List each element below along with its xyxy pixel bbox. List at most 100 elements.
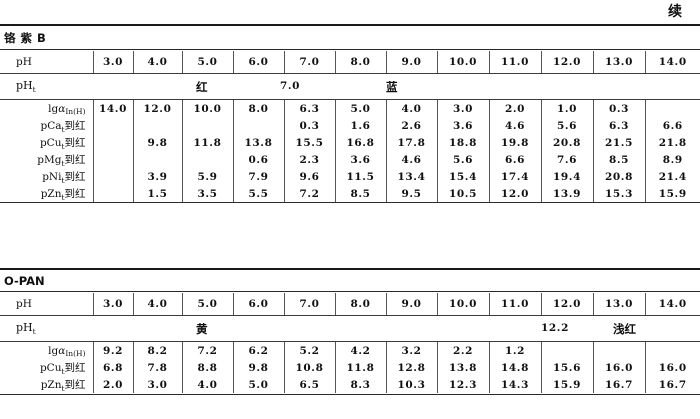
data-cell: 21.5 [592, 134, 645, 151]
table-row: pZnt到红 2.0 3.0 4.0 5.0 6.5 8.3 10.3 12.3… [0, 376, 700, 393]
data-cell [92, 151, 133, 168]
row-label-text: pNit到红 [42, 171, 86, 185]
data-cell [592, 342, 645, 359]
data-cell: 9.5 [385, 185, 437, 202]
row-label-text: pCat到红 [40, 120, 86, 134]
table-row: pCat到红 0.3 1.6 2.6 3.6 4.6 5.6 6.3 6.6 [0, 117, 700, 134]
ph-cell: 4.0 [132, 293, 182, 315]
data-table-chrome-violet-b: pH 3.0 4.0 5.0 6.0 7.0 8.0 9.0 10.0 11.0… [0, 51, 700, 73]
ph-row-label: pH [16, 56, 32, 68]
data-cell: 1.6 [334, 117, 386, 134]
pht-mark-color-low: 黄 [196, 322, 208, 336]
data-cell: 6.6 [644, 117, 700, 134]
data-cell: 17.8 [385, 134, 437, 151]
ph-cell: 7.0 [283, 51, 335, 73]
pht-mark-value: 12.2 [541, 322, 569, 334]
ph-cell: 9.0 [385, 51, 437, 73]
row-label-text: pZnt到红 [40, 379, 86, 393]
pht-row-label: pHt [16, 79, 43, 94]
data-cell: 6.8 [92, 359, 133, 376]
data-cell: 12.3 [436, 376, 489, 393]
ph-row-label: pH [16, 298, 32, 310]
data-cell: 8.9 [644, 151, 700, 168]
data-cell: 9.6 [283, 168, 335, 185]
data-cell: 6.5 [283, 376, 335, 393]
page-header: 续 [0, 0, 700, 26]
row-label-pmg: pMgt到红 [0, 151, 93, 168]
data-cell [132, 117, 182, 134]
pht-row-label: pHt [16, 321, 43, 336]
row-label-pcu: pCut到红 [0, 359, 93, 376]
data-cell: 14.0 [92, 100, 133, 117]
data-cell: 6.3 [283, 100, 335, 117]
data-cell: 15.6 [540, 359, 593, 376]
ph-header-row: pH 3.0 4.0 5.0 6.0 7.0 8.0 9.0 10.0 11.0… [0, 293, 700, 315]
data-cell: 9.8 [132, 134, 182, 151]
ph-cell: 9.0 [385, 293, 437, 315]
data-cell: 3.0 [132, 376, 182, 393]
data-cell: 10.3 [385, 376, 437, 393]
data-cell: 10.5 [436, 185, 489, 202]
data-cell: 10.8 [283, 359, 335, 376]
data-cell: 2.0 [92, 376, 133, 393]
data-cell: 15.5 [283, 134, 335, 151]
data-cell: 7.8 [132, 359, 182, 376]
data-cell: 15.3 [592, 185, 645, 202]
data-cell: 5.5 [232, 185, 284, 202]
data-cell: 4.0 [181, 376, 233, 393]
row-label-pca: pCat到红 [0, 117, 93, 134]
ph-cell: 13.0 [592, 51, 645, 73]
data-cell: 2.2 [436, 342, 489, 359]
data-cell: 7.2 [181, 342, 233, 359]
ph-header-row: pH 3.0 4.0 5.0 6.0 7.0 8.0 9.0 10.0 11.0… [0, 51, 700, 73]
row-label-text: pCut到红 [39, 137, 86, 151]
data-cell: 5.0 [232, 376, 284, 393]
data-cell: 16.8 [334, 134, 386, 151]
data-cell: 16.7 [592, 376, 645, 393]
data-cell: 4.0 [385, 100, 437, 117]
table-block-chrome-violet-b: 铬 紫 B pH 3.0 4.0 5.0 6.0 7.0 8.0 9.0 10.… [0, 26, 700, 204]
row-label-text: lgαIn(H) [48, 102, 86, 117]
data-cell: 1.2 [488, 342, 541, 359]
ph-cell: 8.0 [334, 293, 386, 315]
data-cell: 8.0 [232, 100, 284, 117]
data-cell: 5.9 [181, 168, 233, 185]
page-top-rule [0, 24, 700, 26]
pht-label-main: pH [16, 321, 33, 334]
data-cell: 5.6 [436, 151, 489, 168]
data-cell: 3.2 [385, 342, 437, 359]
table-row: pZnt到红 1.5 3.5 5.5 7.2 8.5 9.5 10.5 12.0… [0, 185, 700, 202]
pht-transition-row: pHt 红 7.0 蓝 [0, 74, 700, 99]
data-cell: 8.3 [334, 376, 386, 393]
data-cell [181, 151, 233, 168]
ph-cell: 12.0 [540, 293, 593, 315]
data-cell: 21.4 [644, 168, 700, 185]
data-cell: 19.8 [488, 134, 541, 151]
data-cell: 4.2 [334, 342, 386, 359]
data-cell: 7.9 [232, 168, 284, 185]
data-cell [644, 100, 700, 117]
data-cell: 12.0 [488, 185, 541, 202]
data-cell: 8.8 [181, 359, 233, 376]
ph-cell: 10.0 [436, 293, 489, 315]
data-cell: 4.6 [385, 151, 437, 168]
data-cell: 9.8 [232, 359, 284, 376]
data-cell [92, 168, 133, 185]
row-label-pcu: pCut到红 [0, 134, 93, 151]
data-cell: 12.8 [385, 359, 437, 376]
table-row: lgαIn(H) 9.2 8.2 7.2 6.2 5.2 4.2 3.2 2.2… [0, 342, 700, 359]
data-cell [232, 117, 284, 134]
ph-cell: 4.0 [132, 51, 182, 73]
data-cell: 5.6 [540, 117, 593, 134]
ph-cell: 5.0 [181, 293, 233, 315]
row-label-lg-alpha: lgαIn(H) [0, 100, 93, 117]
table-row: pCut到红 9.8 11.8 13.8 15.5 16.8 17.8 18.8… [0, 134, 700, 151]
ph-cell: 10.0 [436, 51, 489, 73]
data-cell: 15.9 [644, 185, 700, 202]
pht-mark-color-low: 红 [196, 80, 208, 94]
data-cell [181, 117, 233, 134]
data-cell: 8.5 [334, 185, 386, 202]
ph-cell: 11.0 [488, 293, 541, 315]
row-label-text: pMgt到红 [37, 154, 86, 168]
data-cell: 1.0 [540, 100, 593, 117]
